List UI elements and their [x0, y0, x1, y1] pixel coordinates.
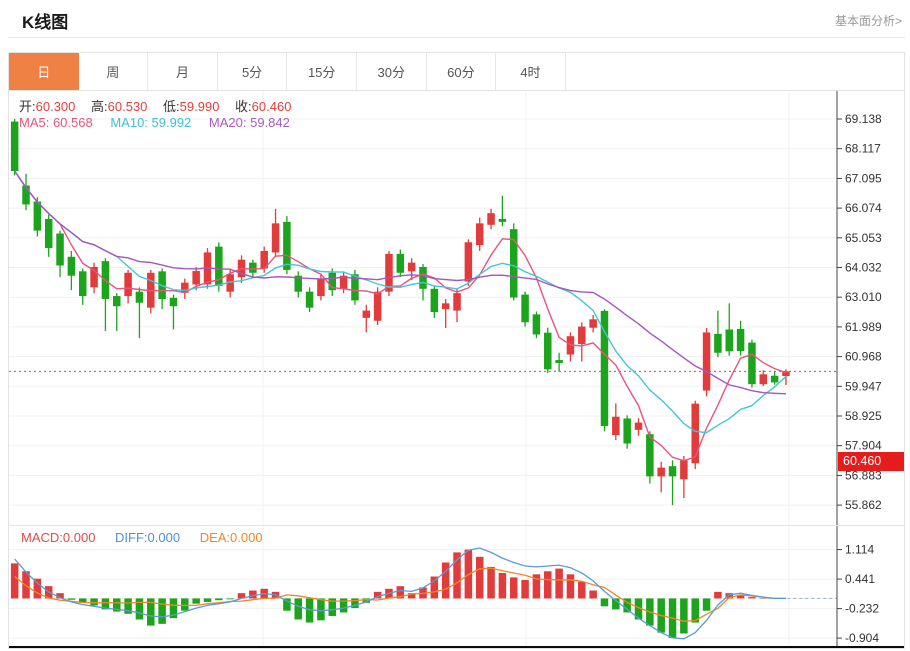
- diff-line: [14, 547, 786, 640]
- macd-y-tick: 1.114: [845, 543, 874, 557]
- current-price-badge: 60.460: [838, 452, 904, 471]
- macd-y-tick: -0.904: [845, 631, 879, 645]
- macd-y-tick: -0.232: [845, 602, 879, 616]
- candlestick-chart: 69.138 68.117 67.095 66.074 65.053 64.032 63.0…: [9, 91, 882, 525]
- ma5-value: MA5: 60.568: [19, 115, 93, 130]
- main-y-tick: 61.989: [845, 320, 882, 334]
- macd-header: MACD:0.000 DIFF:0.000 DEA:0.000: [21, 530, 279, 545]
- ma5-line: [14, 170, 787, 462]
- main-y-tick: 58.925: [845, 409, 882, 423]
- period-tabbar: 日周月 5分 15分 30分 60分 4时: [9, 53, 904, 91]
- high-label: 高:: [91, 99, 108, 114]
- kline-widget: 日周月 5分 15分 30分 60分 4时 开:60.300 高:60.530 低:59.…: [8, 52, 905, 649]
- open-value: 60.300: [35, 99, 76, 114]
- bottom-border: [9, 646, 904, 648]
- tab-period-0[interactable]: 日: [9, 53, 79, 90]
- main-y-tick: 69.138: [845, 112, 882, 126]
- main-y-tick: 55.862: [845, 498, 882, 512]
- title-divider: [8, 37, 905, 38]
- ma10-line: [14, 170, 787, 434]
- ma20-value: MA20: 59.842: [208, 115, 290, 130]
- tab-period-7[interactable]: 4时: [496, 53, 566, 90]
- ma20-line: [14, 170, 787, 395]
- tab-period-2[interactable]: 月: [148, 53, 218, 90]
- diff-value: DIFF:0.000: [115, 530, 181, 545]
- main-y-tick: 64.032: [845, 261, 882, 275]
- tab-period-4[interactable]: 15分: [287, 53, 357, 90]
- ma10-value: MA10: 59.992: [110, 115, 192, 130]
- low-value: 59.990: [179, 99, 220, 114]
- main-y-tick: 63.010: [845, 290, 882, 304]
- main-y-tick: 66.074: [845, 201, 882, 215]
- main-y-tick: 67.095: [845, 171, 882, 185]
- main-y-tick: 65.053: [845, 231, 882, 245]
- ma-header: MA5: 60.568 MA10: 59.992 MA20: 59.842: [19, 115, 304, 130]
- close-value: 60.460: [251, 99, 292, 114]
- close-label: 收:: [235, 99, 252, 114]
- dea-value: DEA:0.000: [199, 530, 263, 545]
- tab-period-3[interactable]: 5分: [217, 53, 288, 90]
- macd-value: MACD:0.000: [21, 530, 96, 545]
- candles: [10, 118, 790, 506]
- macd-y-tick: 0.441: [845, 572, 875, 586]
- open-label: 开:: [19, 99, 36, 114]
- main-y-tick: 68.117: [845, 142, 881, 156]
- ohlc-header: 开:60.300 高:60.530 低:59.990 收:60.460: [19, 96, 303, 115]
- main-y-tick: 60.968: [845, 350, 882, 364]
- tab-period-1[interactable]: 周: [78, 53, 149, 90]
- macd-chart: 1.114 0.441 -0.232 -0.904: [9, 525, 904, 646]
- page-title: K线图: [22, 13, 69, 32]
- dea-line: [14, 567, 786, 622]
- high-value: 60.530: [107, 99, 148, 114]
- main-y-tick: 56.883: [845, 468, 882, 482]
- fundamental-analysis-link[interactable]: 基本面分析>: [834, 14, 902, 28]
- tab-period-6[interactable]: 60分: [426, 53, 497, 90]
- tab-period-5[interactable]: 30分: [356, 53, 427, 90]
- low-label: 低:: [163, 99, 180, 114]
- main-y-tick: 59.947: [845, 379, 882, 393]
- main-y-tick: 57.904: [845, 439, 882, 453]
- chart-region: 开:60.300 高:60.530 低:59.990 收:60.460 MA5:…: [9, 91, 904, 648]
